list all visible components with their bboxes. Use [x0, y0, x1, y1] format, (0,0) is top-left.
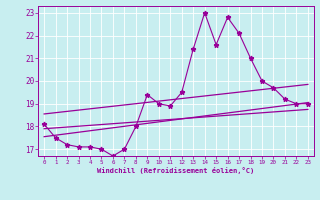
X-axis label: Windchill (Refroidissement éolien,°C): Windchill (Refroidissement éolien,°C) [97, 167, 255, 174]
